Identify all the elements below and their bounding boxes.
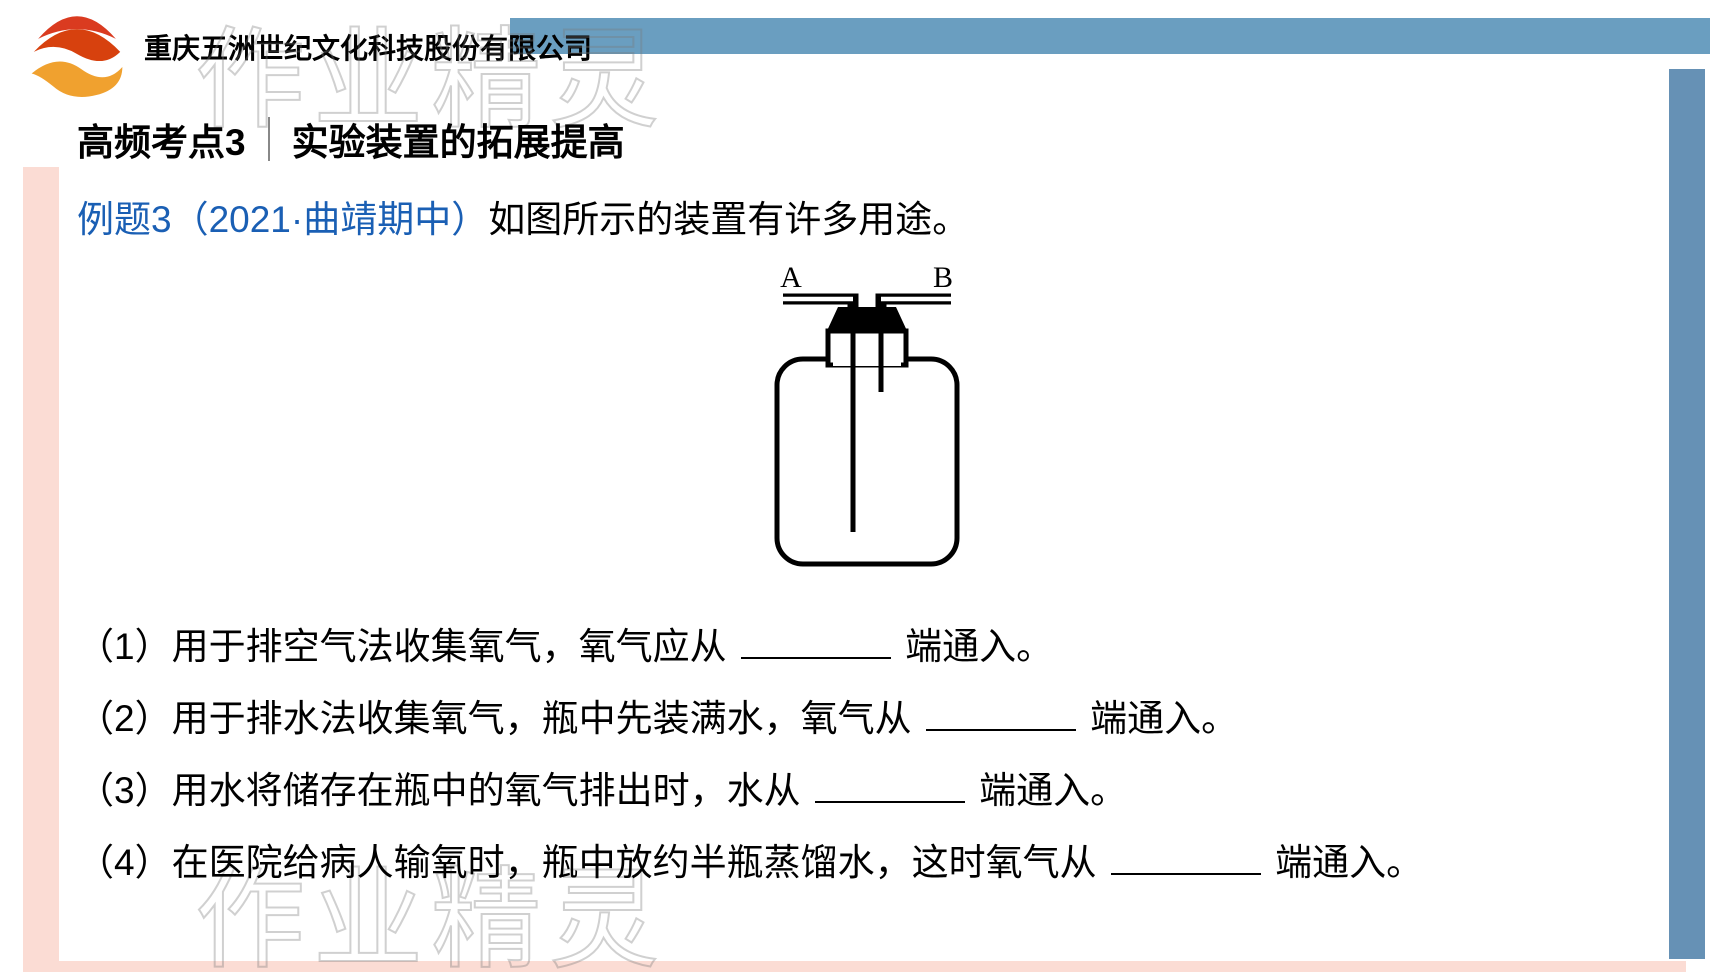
- q3-pre: （3）用水将储存在瓶中的氧气排出时，水从: [77, 770, 801, 811]
- border-bottom: [23, 961, 1686, 972]
- q2-post: 端通入。: [1090, 698, 1238, 739]
- questions-block: （1）用于排空气法收集氧气，氧气应从 端通入。 （2）用于排水法收集氧气，瓶中先…: [77, 611, 1657, 900]
- q4-post: 端通入。: [1275, 842, 1423, 883]
- example-prompt: 如图所示的装置有许多用途。: [488, 199, 969, 240]
- topic-label: 高频考点3: [77, 112, 246, 166]
- q3-post: 端通入。: [979, 770, 1127, 811]
- q1-pre: （1）用于排空气法收集氧气，氧气应从: [77, 626, 727, 667]
- q2-pre: （2）用于排水法收集氧气，瓶中先装满水，氧气从: [77, 698, 912, 739]
- company-logo-icon: [23, 0, 131, 108]
- example-label: 例题3: [77, 199, 172, 240]
- q3-blank[interactable]: [815, 762, 965, 803]
- example-line: 例题3（2021·曲靖期中）如图所示的装置有许多用途。: [77, 192, 1657, 248]
- example-source: （2021·曲靖期中）: [172, 199, 489, 240]
- topic-heading: 高频考点3 实验装置的拓展提高: [77, 112, 1657, 166]
- q4-blank[interactable]: [1111, 834, 1261, 875]
- content-area: 高频考点3 实验装置的拓展提高 例题3（2021·曲靖期中）如图所示的装置有许多…: [77, 112, 1657, 899]
- question-2: （2）用于排水法收集氧气，瓶中先装满水，氧气从 端通入。: [77, 683, 1657, 755]
- question-1: （1）用于排空气法收集氧气，氧气应从 端通入。: [77, 611, 1657, 683]
- title-divider: [268, 117, 270, 161]
- question-3: （3）用水将储存在瓶中的氧气排出时，水从 端通入。: [77, 755, 1657, 827]
- page-frame: 重庆五洲世纪文化科技股份有限公司 作业精灵 作业精灵 高频考点3 实验装置的拓展…: [0, 0, 1728, 972]
- q1-post: 端通入。: [905, 626, 1053, 667]
- svg-text:A: A: [780, 264, 802, 294]
- q1-blank[interactable]: [741, 618, 891, 659]
- gas-bottle-diagram-icon: AB: [737, 264, 997, 584]
- company-name: 重庆五洲世纪文化科技股份有限公司: [144, 27, 592, 67]
- topic-title: 实验装置的拓展提高: [292, 112, 625, 166]
- svg-text:B: B: [933, 264, 953, 294]
- border-left: [23, 167, 59, 961]
- question-4: （4）在医院给病人输氧时，瓶中放约半瓶蒸馏水，这时氧气从 端通入。: [77, 827, 1657, 899]
- border-right: [1669, 69, 1705, 959]
- q4-pre: （4）在医院给病人输氧时，瓶中放约半瓶蒸馏水，这时氧气从: [77, 842, 1097, 883]
- border-top: [510, 18, 1710, 54]
- diagram-wrap: AB: [77, 264, 1657, 589]
- q2-blank[interactable]: [926, 690, 1076, 731]
